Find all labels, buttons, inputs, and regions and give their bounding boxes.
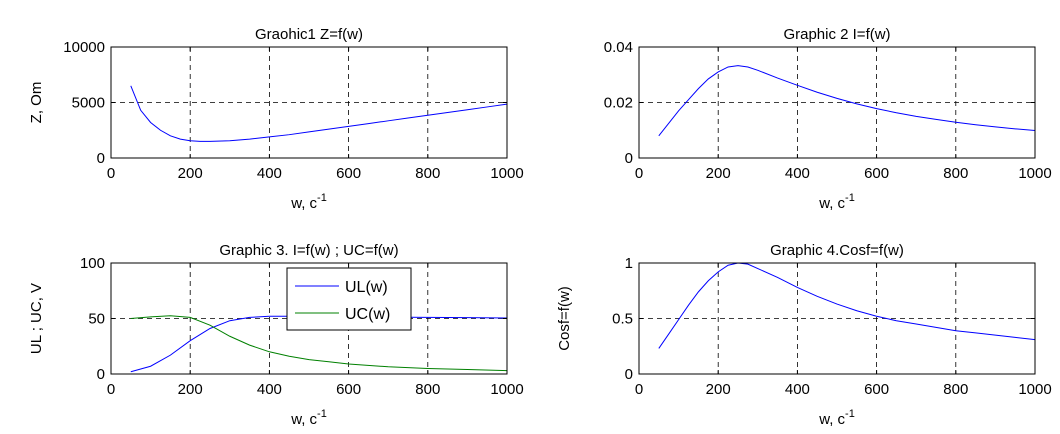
series-line-uc-w — [130, 315, 508, 372]
series-line-1 — [658, 65, 1036, 137]
legend-entry: UL(w) — [345, 279, 388, 296]
x-tick-label: 800 — [415, 165, 440, 182]
x-tick-label: 1000 — [490, 381, 523, 398]
chart-title: Graphic 4.Cosf=f(w) — [770, 242, 904, 259]
x-tick-label: 200 — [706, 381, 731, 398]
legend-entry: UC(w) — [345, 306, 390, 323]
y-tick-label: 0.04 — [604, 39, 633, 56]
chart-title: Graohic1 Z=f(w) — [255, 26, 363, 43]
x-axis-label: w, c-1 — [818, 192, 855, 212]
y-tick-label: 0.02 — [604, 95, 633, 112]
x-axis-label: w, c-1 — [290, 408, 327, 428]
y-axis-label: Cosf=f(w) — [556, 286, 573, 351]
x-tick-label: 400 — [257, 381, 282, 398]
x-tick-label: 200 — [178, 165, 203, 182]
x-tick-label: 400 — [257, 165, 282, 182]
x-tick-label: 600 — [864, 381, 889, 398]
y-tick-label: 0 — [97, 366, 105, 383]
series-line-1 — [130, 85, 508, 142]
x-tick-label: 1000 — [1018, 381, 1051, 398]
y-tick-label: 5000 — [72, 95, 105, 112]
x-tick-label: 0 — [635, 165, 643, 182]
series-line-1 — [658, 262, 1036, 349]
y-tick-label: 0 — [625, 366, 633, 383]
x-tick-label: 200 — [178, 381, 203, 398]
y-tick-label: 1 — [625, 255, 633, 272]
x-tick-label: 600 — [336, 381, 361, 398]
y-tick-label: 10000 — [63, 39, 105, 56]
legend-box — [286, 267, 412, 331]
y-axis-label: UL ; UC, V — [28, 283, 45, 354]
x-tick-label: 200 — [706, 165, 731, 182]
x-tick-label: 800 — [415, 381, 440, 398]
chart-title: Graphic 2 I=f(w) — [783, 26, 890, 43]
subplot-3: 0 200 400 600 800 1000 0 50 100 Graphic 3. I=f(w)… — [28, 242, 524, 428]
x-tick-label: 400 — [785, 381, 810, 398]
subplot-4: 0 200 400 600 800 1000 0 0.5 1 Graphic 4.Cosf=f(w… — [556, 242, 1052, 428]
chart-title: Graphic 3. I=f(w) ; UC=f(w) — [219, 242, 398, 259]
x-axis-label: w, c-1 — [818, 408, 855, 428]
x-tick-label: 1000 — [1018, 165, 1051, 182]
y-tick-label: 0 — [97, 150, 105, 167]
x-tick-label: 600 — [336, 165, 361, 182]
y-axis-label: Z, Om — [28, 82, 45, 124]
y-tick-label: 0.5 — [612, 311, 633, 328]
x-axis-label: w, c-1 — [290, 192, 327, 212]
x-tick-label: 800 — [943, 381, 968, 398]
legend: UL(w) UC(w) — [286, 267, 412, 331]
subplot-2: 0 200 400 600 800 1000 0 0.02 0.04 Graphic 2 I=f(… — [604, 26, 1052, 212]
y-tick-label: 50 — [88, 311, 105, 328]
x-tick-label: 0 — [107, 165, 115, 182]
x-tick-label: 800 — [943, 165, 968, 182]
x-tick-label: 400 — [785, 165, 810, 182]
x-tick-label: 1000 — [490, 165, 523, 182]
y-tick-label: 0 — [625, 150, 633, 167]
y-tick-label: 100 — [80, 255, 105, 272]
x-tick-label: 0 — [635, 381, 643, 398]
series-line-ul-w — [130, 315, 508, 373]
x-tick-label: 600 — [864, 165, 889, 182]
x-tick-label: 0 — [107, 381, 115, 398]
